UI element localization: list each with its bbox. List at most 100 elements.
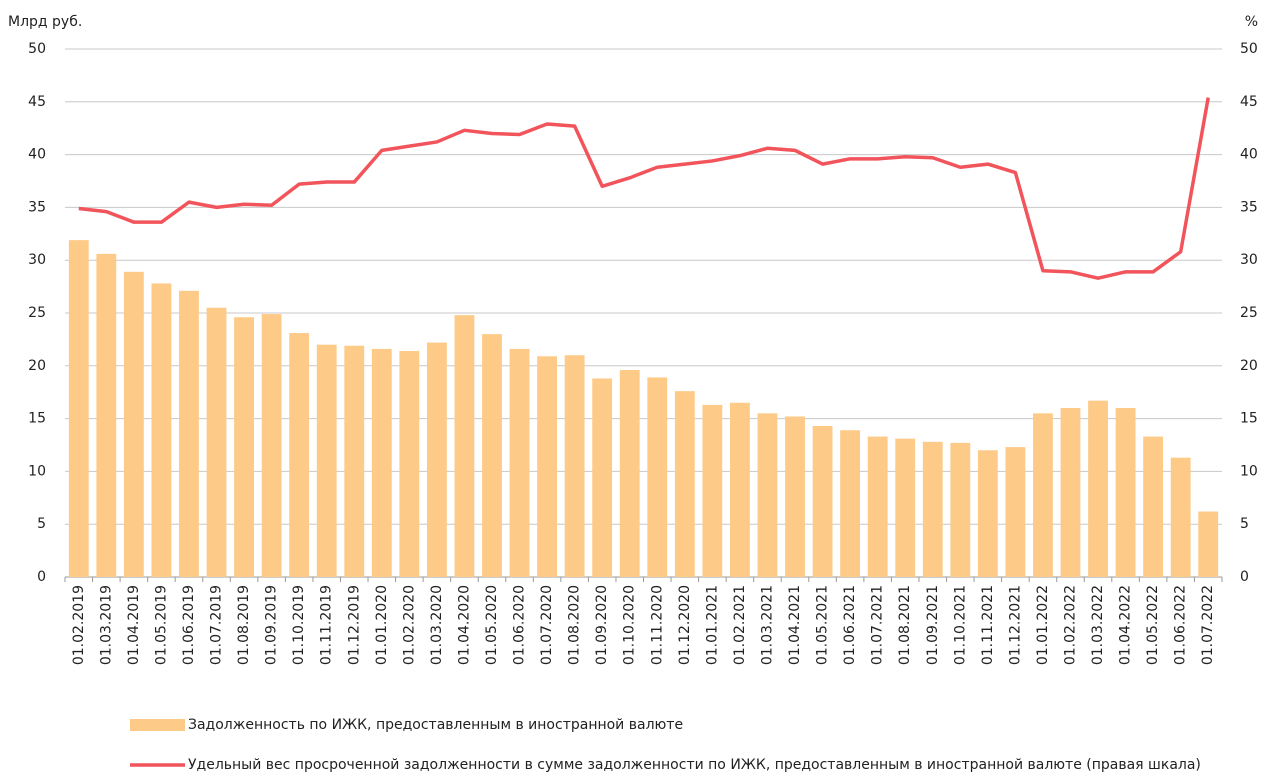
- bar: [399, 351, 420, 577]
- y2-axis-unit: %: [1245, 14, 1258, 30]
- x-tick-label: 01.09.2019: [264, 585, 280, 665]
- bar: [454, 315, 475, 577]
- bar: [482, 334, 502, 577]
- bar: [785, 416, 805, 577]
- y-tick-label: 45: [28, 94, 46, 110]
- x-tick-label: 01.03.2019: [98, 585, 114, 665]
- y2-tick-label: 15: [1240, 411, 1258, 427]
- bar: [151, 283, 172, 577]
- x-tick-label: 01.01.2022: [1035, 585, 1051, 665]
- bar: [812, 425, 833, 577]
- y-tick-label: 35: [28, 199, 46, 215]
- x-tick-label: 01.05.2019: [153, 585, 169, 665]
- bar: [123, 271, 144, 577]
- x-tick-label: 01.06.2021: [842, 585, 858, 665]
- bar: [1198, 511, 1219, 577]
- y2-tick-label: 50: [1240, 41, 1258, 57]
- bar: [922, 441, 943, 577]
- bar: [619, 370, 640, 577]
- x-tick-label: 01.10.2020: [622, 585, 638, 665]
- bar: [674, 391, 695, 577]
- x-tick-label: 01.12.2021: [1007, 585, 1023, 665]
- x-tick-label: 01.12.2019: [346, 585, 362, 665]
- x-tick-label: 01.05.2020: [484, 585, 500, 665]
- x-tick-label: 01.07.2022: [1200, 585, 1216, 665]
- x-tick-label: 01.06.2022: [1173, 585, 1189, 665]
- legend-swatch: [130, 719, 185, 731]
- x-tick-label: 01.02.2022: [1062, 585, 1078, 665]
- x-tick-label: 01.10.2019: [291, 585, 307, 665]
- bar: [289, 333, 310, 577]
- y-tick-label: 30: [28, 252, 46, 268]
- bar: [537, 356, 558, 577]
- y2-tick-label: 40: [1240, 147, 1258, 163]
- x-tick-label: 01.03.2020: [429, 585, 445, 665]
- x-tick-label: 01.09.2020: [594, 585, 610, 665]
- bar: [316, 344, 337, 577]
- bar: [840, 430, 861, 577]
- x-tick-label: 01.04.2022: [1118, 585, 1134, 665]
- x-tick-label: 01.09.2021: [925, 585, 941, 665]
- bar: [895, 438, 916, 577]
- bar: [344, 345, 365, 577]
- bar: [592, 378, 613, 577]
- y2-tick-label: 0: [1240, 569, 1249, 585]
- y-tick-label: 0: [37, 569, 46, 585]
- y2-tick-label: 10: [1240, 463, 1258, 479]
- x-tick-label: 01.05.2021: [815, 585, 831, 665]
- bar: [1060, 408, 1081, 577]
- bar: [179, 290, 199, 577]
- bar: [867, 436, 888, 577]
- bar: [1143, 436, 1164, 577]
- y2-tick-label: 35: [1240, 199, 1258, 215]
- x-tick-label: 01.04.2020: [456, 585, 472, 665]
- bar: [729, 402, 750, 577]
- bar: [702, 404, 723, 577]
- y-tick-label: 5: [37, 516, 46, 532]
- x-tick-label: 01.07.2019: [209, 585, 225, 665]
- x-tick-label: 01.08.2021: [897, 585, 913, 665]
- y-tick-label: 10: [28, 463, 46, 479]
- y2-tick-label: 5: [1240, 516, 1249, 532]
- x-tick-label: 01.01.2020: [374, 585, 390, 665]
- bar: [1170, 457, 1191, 577]
- y-tick-label: 50: [28, 41, 46, 57]
- x-tick-label: 01.01.2021: [704, 585, 720, 665]
- x-tick-label: 01.07.2020: [539, 585, 555, 665]
- x-tick-label: 01.04.2019: [126, 585, 142, 665]
- x-tick-label: 01.08.2020: [567, 585, 583, 665]
- x-tick-label: 01.03.2021: [759, 585, 775, 665]
- x-tick-label: 01.02.2019: [71, 585, 87, 665]
- x-tick-label: 01.02.2021: [732, 585, 748, 665]
- x-tick-label: 01.06.2019: [181, 585, 197, 665]
- bar: [509, 348, 530, 577]
- bar: [371, 348, 392, 577]
- legend-label: Задолженность по ИЖК, предоставленным в …: [188, 717, 683, 733]
- bar: [1033, 413, 1053, 577]
- y-axis-unit: Млрд руб.: [8, 14, 82, 30]
- bar: [261, 314, 282, 577]
- x-tick-label: 01.11.2019: [319, 585, 335, 665]
- y2-tick-label: 30: [1240, 252, 1258, 268]
- bar: [977, 450, 998, 577]
- x-tick-label: 01.11.2020: [649, 585, 665, 665]
- x-tick-label: 01.04.2021: [787, 585, 803, 665]
- bar: [96, 253, 117, 577]
- y-tick-label: 15: [28, 411, 46, 427]
- y-tick-label: 40: [28, 147, 46, 163]
- x-tick-label: 01.06.2020: [512, 585, 528, 665]
- x-tick-label: 01.10.2021: [952, 585, 968, 665]
- bar: [1005, 447, 1026, 577]
- y-tick-label: 20: [28, 358, 46, 374]
- bar: [234, 317, 254, 577]
- bar: [1115, 408, 1136, 577]
- x-tick-label: 01.07.2021: [870, 585, 886, 665]
- x-tick-label: 01.11.2021: [980, 585, 996, 665]
- bar: [1088, 400, 1108, 577]
- bar: [68, 240, 89, 578]
- x-tick-label: 01.02.2020: [401, 585, 417, 665]
- bar: [647, 377, 668, 577]
- bar: [564, 355, 585, 577]
- x-tick-label: 01.12.2020: [677, 585, 693, 665]
